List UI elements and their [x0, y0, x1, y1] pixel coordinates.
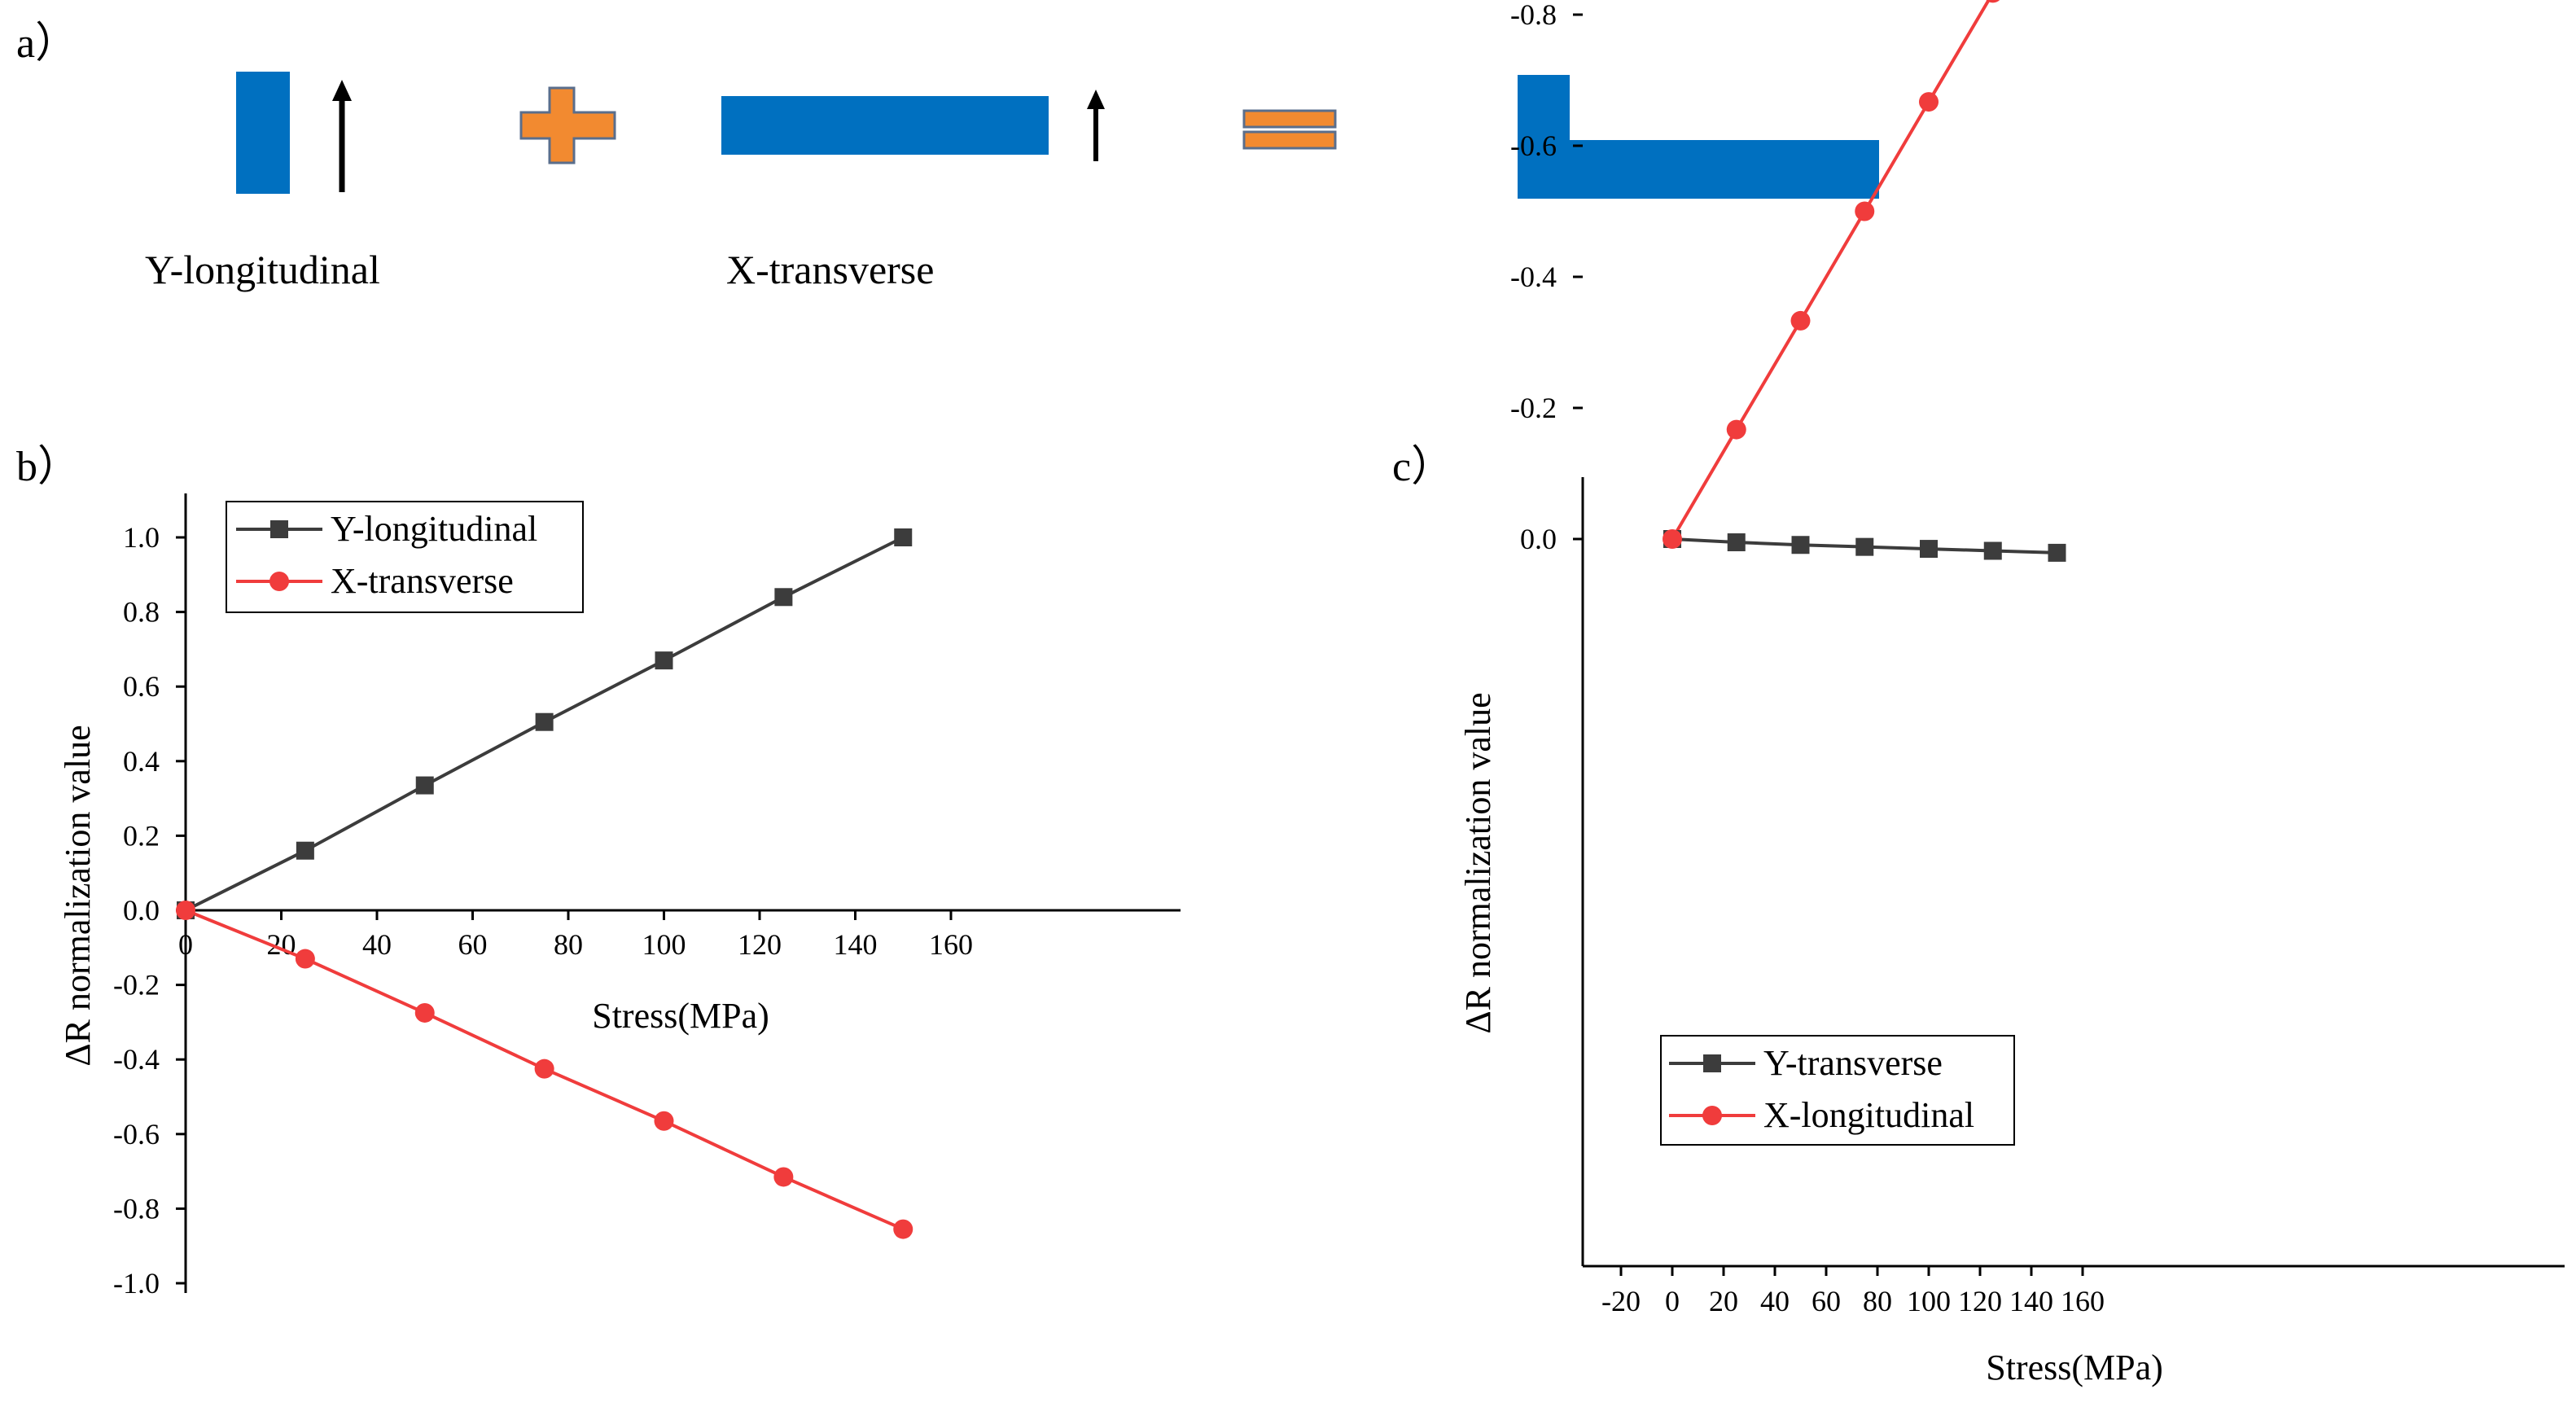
c-x-tick-label: 160	[2061, 1285, 2105, 1317]
panel-a-label: a）	[16, 20, 77, 67]
b-legend-box	[226, 501, 584, 613]
c-x-tick-label: 40	[1760, 1285, 1790, 1317]
b-legend-label-0: Y-longitudinal	[331, 509, 537, 549]
b-x-tick-label: 120	[738, 928, 782, 961]
b-y-tick-label: 0.0	[123, 894, 160, 927]
b-y-tick-label: -0.8	[113, 1192, 160, 1225]
c-x-tick-label: 20	[1709, 1285, 1738, 1317]
b-y-tick-label: 1.0	[123, 521, 160, 554]
panel-c-label: c）	[1392, 444, 1453, 490]
c-point-circle	[1726, 419, 1746, 440]
b-x-tick-label: 0	[178, 928, 193, 961]
b-y-tick-label: -0.6	[113, 1118, 160, 1151]
b-point-circle	[295, 949, 315, 969]
c-point-circle	[1986, 0, 2000, 3]
b-point-circle	[773, 1167, 794, 1187]
c-x-tick-label: 100	[1907, 1285, 1951, 1317]
b-x-tick-label: 140	[834, 928, 878, 961]
b-y-axis-label: ΔR normalization value	[58, 725, 98, 1066]
b-point-circle	[534, 1059, 554, 1079]
c-point-circle	[1855, 201, 1875, 221]
panel-a: a） Y-longitudinal X-transverse	[16, 20, 1879, 292]
b-point-square	[894, 528, 913, 546]
c-legend-square-marker	[1703, 1054, 1721, 1072]
c-legend-circle-marker	[1702, 1106, 1722, 1125]
c-y-tick-label: -0.2	[1510, 392, 1557, 424]
b-x-tick-label: 160	[929, 928, 973, 961]
arrow-up-icon	[332, 80, 352, 192]
b-point-square	[296, 841, 314, 860]
b-x-axis-label: Stress(MPa)	[592, 996, 769, 1036]
plus-icon	[519, 86, 616, 164]
c-legend-label-1: X-longitudinal	[1763, 1095, 1974, 1135]
b-point-square	[535, 712, 554, 731]
equals-icon	[1242, 109, 1337, 150]
b-y-tick-label: 0.8	[123, 596, 160, 629]
panel-b-label: b）	[16, 444, 80, 490]
c-y-tick-label: -0.8	[1510, 0, 1557, 31]
b-legend-circle-marker	[269, 572, 289, 591]
b-x-tick-label: 80	[554, 928, 583, 961]
c-x-axis-label: Stress(MPa)	[1986, 1348, 2163, 1387]
b-legend-square-marker	[270, 520, 288, 538]
b-point-circle	[414, 1002, 435, 1023]
b-point-square	[655, 651, 673, 670]
caption-y-longitudinal: Y-longitudinal	[145, 247, 380, 292]
c-series-line-1	[1671, 0, 1991, 541]
b-x-tick-label: 60	[458, 928, 488, 961]
b-y-tick-label: -0.4	[113, 1043, 160, 1076]
b-y-tick-label: -1.0	[113, 1267, 160, 1300]
c-y-tick-label: -0.4	[1510, 261, 1557, 293]
b-point-circle	[893, 1219, 913, 1239]
c-y-axis-label: ΔR normalization value	[1458, 692, 1498, 1033]
b-y-tick-label: -0.2	[113, 969, 160, 1002]
c-point-square	[2048, 543, 2066, 562]
b-y-tick-label: 0.6	[123, 670, 160, 703]
b-y-tick-label: 0.4	[123, 745, 160, 778]
c-x-tick-label: 120	[1958, 1285, 2002, 1317]
c-point-circle	[1663, 529, 1682, 549]
b-legend: Y-longitudinal X-transverse	[226, 501, 584, 613]
c-x-tick-label: -20	[1601, 1285, 1641, 1317]
c-x-tick-label: 0	[1665, 1285, 1680, 1317]
b-point-square	[774, 588, 793, 607]
c-point-square	[1855, 537, 1874, 556]
c-legend: Y-transverse X-longitudinal	[1660, 1035, 2015, 1146]
c-x-tick-label: 80	[1863, 1285, 1892, 1317]
b-x-tick-label: 40	[362, 928, 392, 961]
c-x-tick-label: 140	[2009, 1285, 2053, 1317]
c-legend-label-0: Y-transverse	[1763, 1043, 1943, 1083]
y-longitudinal-strip	[236, 72, 290, 194]
c-y-tick-label: -0.6	[1510, 129, 1557, 162]
b-point-circle	[654, 1111, 674, 1131]
b-point-circle	[176, 901, 195, 920]
arrow-up-icon	[1087, 90, 1105, 161]
b-point-square	[415, 776, 434, 795]
c-point-square	[1920, 540, 1938, 559]
b-legend-label-1: X-transverse	[331, 561, 514, 601]
b-x-tick-label: 100	[642, 928, 686, 961]
c-point-square	[1983, 541, 2002, 560]
b-y-tick-label: 0.2	[123, 819, 160, 852]
x-transverse-strip	[721, 96, 1049, 155]
c-point-circle	[1790, 310, 1811, 331]
l-shaped-sensor	[1518, 75, 1879, 199]
caption-x-transverse: X-transverse	[726, 247, 934, 292]
chart-c: c） Stress(MPa) ΔR normalization value -2…	[1392, 0, 2565, 1387]
c-legend-box	[1660, 1035, 2015, 1146]
c-point-circle	[1919, 92, 1939, 112]
c-point-square	[1791, 536, 1810, 554]
c-point-square	[1727, 533, 1746, 552]
c-x-tick-label: 60	[1812, 1285, 1841, 1317]
c-y-tick-label: 0.0	[1520, 523, 1557, 555]
